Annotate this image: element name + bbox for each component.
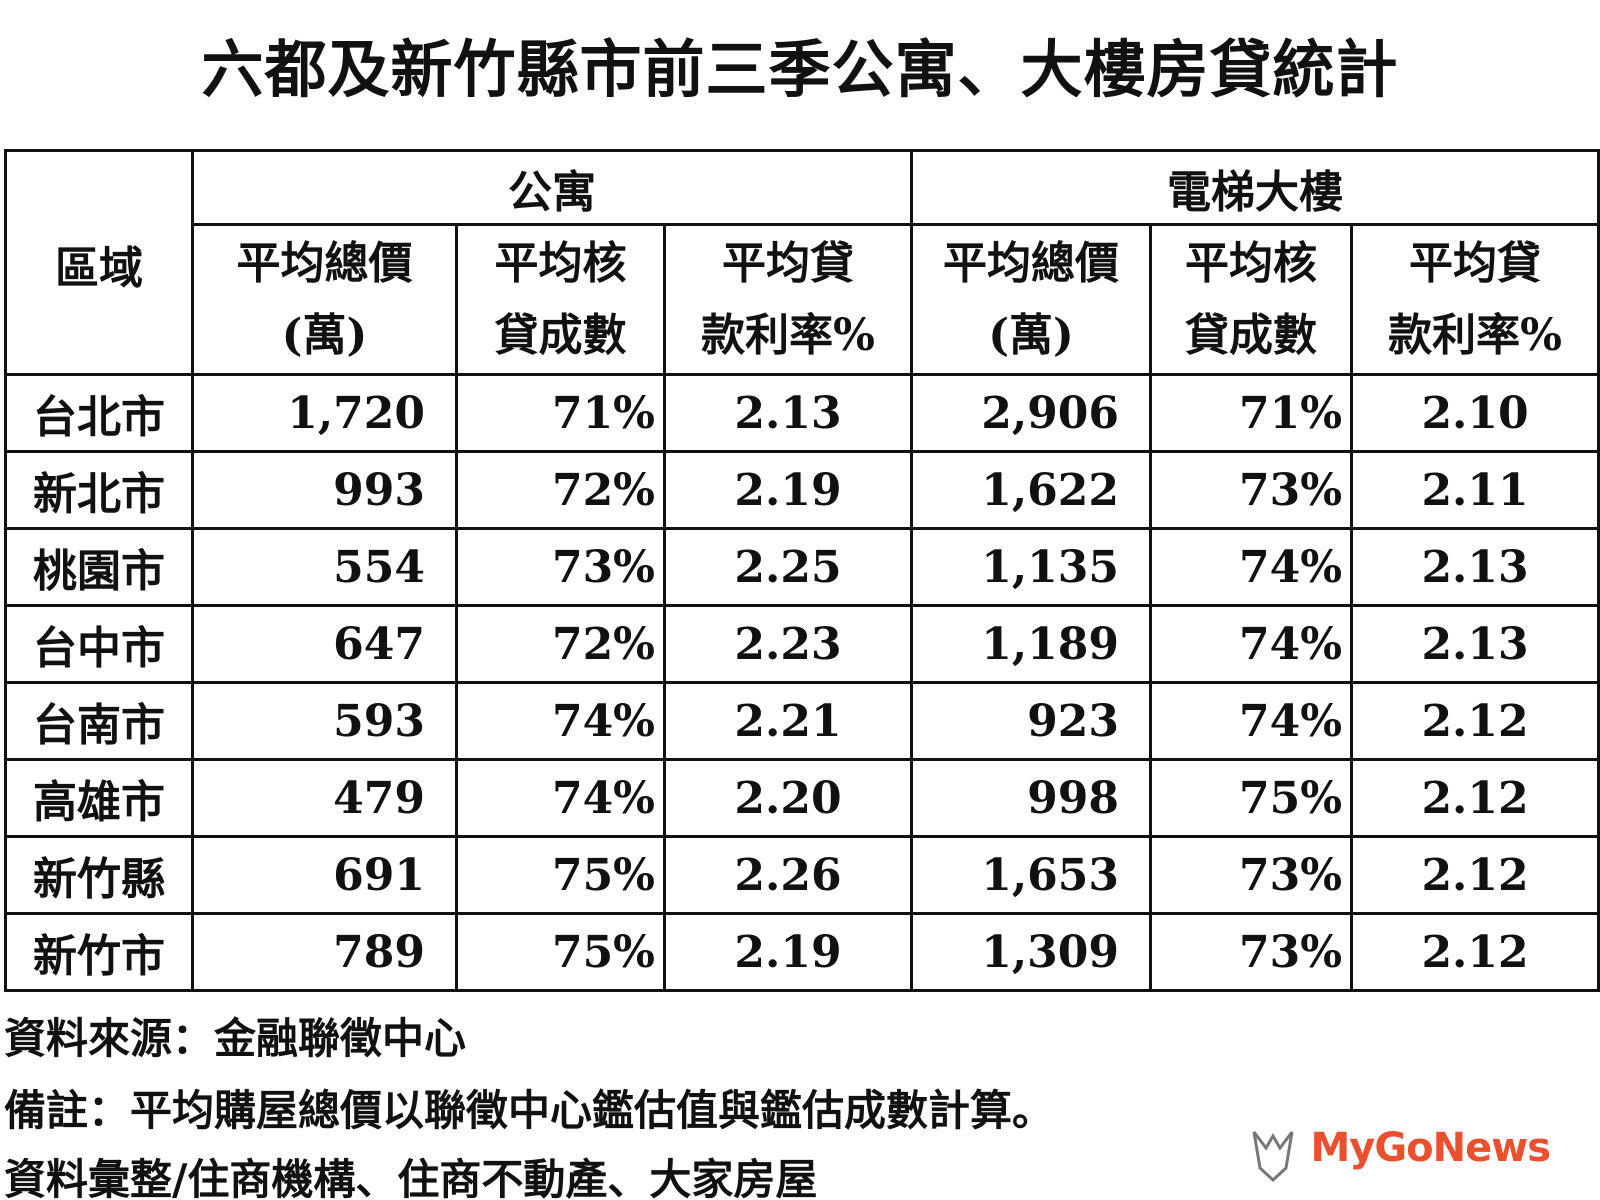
column-header: 平均核 貸成數 [1149, 223, 1354, 376]
table-body: 區域 公寓 電梯大樓 平均總價 (萬) 平均核 貸成數 平均貸 款利率% 平均總價 (萬) 平均… [4, 149, 1600, 992]
data-row: 台中市 647 72% 2.23 1,189 74% 2.13 [4, 604, 1600, 684]
compiled-note: 資料彙整/住商機構、住商不動產、大家房屋 [4, 1155, 818, 1200]
region-cell: 新北市 [4, 450, 194, 530]
value-cell: 72% [455, 450, 666, 530]
data-row: 新北市 993 72% 2.19 1,622 73% 2.11 [4, 450, 1600, 530]
column-header: 平均貸款利率% [662, 223, 914, 376]
data-table: 區域 公寓 電梯大樓 平均總價 (萬) 平均核 貸成數 平均貸 款利率% 平均總價 (萬) 平均… [4, 149, 1600, 992]
value-cell: 74% [1149, 604, 1354, 684]
data-row: 高雄市 479 74% 2.20 998 75% 2.12 [4, 758, 1600, 838]
value-cell: 2.11 [1350, 450, 1600, 530]
value-cell: 74% [1149, 527, 1354, 607]
column-header-line: 貸成數 [494, 309, 627, 361]
value-cell: 75% [1149, 758, 1354, 838]
subheader-row: 平均總價 (萬) 平均核 貸成數 平均貸 款利率% 平均總價 (萬) 平均核 貸成數 平均貸 款利率% [6, 223, 1600, 376]
value-cell: 2.12 [1350, 912, 1600, 992]
value-cell: 1,135 [910, 527, 1153, 607]
region-cell: 高雄市 [4, 758, 194, 838]
data-row: 台北市 1,720 71% 2.13 2,906 71% 2.10 [4, 373, 1600, 453]
region-cell: 新竹市 [4, 912, 194, 992]
column-header-line: (萬) [281, 309, 368, 361]
region-cell: 桃園市 [4, 527, 194, 607]
remark-note: 備註：平均購屋總價以聯徵中心鑑估值與鑑估成數計算。 [4, 1086, 1055, 1135]
group-header: 公寓 [190, 149, 914, 226]
region-cell: 台中市 [4, 604, 194, 684]
value-cell: 2.19 [662, 450, 914, 530]
value-cell: 1,622 [910, 450, 1153, 530]
region-cell: 台南市 [4, 681, 194, 761]
value-cell: 2,906 [910, 373, 1153, 453]
value-cell: 1,653 [910, 835, 1153, 915]
value-cell: 593 [191, 681, 458, 761]
value-cell: 74% [455, 681, 666, 761]
source-note: 資料來源：金融聯徵中心 [4, 1014, 467, 1063]
value-cell: 73% [1149, 450, 1354, 530]
value-cell: 691 [191, 835, 458, 915]
data-row: 新竹縣 691 75% 2.26 1,653 73% 2.12 [4, 835, 1600, 915]
logo: MyGoNews [1310, 1125, 1551, 1171]
column-header-line: 平均核 [1185, 237, 1318, 289]
column-header: 平均貸款利率% [1350, 223, 1600, 376]
value-cell: 2.13 [1350, 604, 1600, 684]
data-row: 桃園市 554 73% 2.25 1,135 74% 2.13 [4, 527, 1600, 607]
value-cell: 73% [1149, 835, 1354, 915]
value-cell: 923 [910, 681, 1153, 761]
column-header-line: 平均貸 [1409, 237, 1542, 289]
header-row: 區域 公寓 電梯大樓 [4, 149, 1600, 376]
column-header-line: 款利率% [701, 309, 875, 361]
value-cell: 2.21 [662, 681, 914, 761]
value-cell: 71% [1149, 373, 1354, 453]
column-header: 平均總價 (萬) [191, 223, 458, 376]
value-cell: 479 [191, 758, 458, 838]
value-cell: 72% [455, 604, 666, 684]
region-header: 區域 [4, 149, 194, 376]
column-header-line: 平均總價 [236, 237, 413, 289]
region-cell: 新竹縣 [4, 835, 194, 915]
value-cell: 73% [455, 527, 666, 607]
column-header-line: 貸成數 [1185, 309, 1318, 361]
column-header: 平均核 貸成數 [455, 223, 666, 376]
value-cell: 71% [455, 373, 666, 453]
value-cell: 2.13 [1350, 527, 1600, 607]
value-cell: 1,189 [910, 604, 1153, 684]
column-header: 平均總價 (萬) [910, 223, 1153, 376]
value-cell: 2.12 [1350, 835, 1600, 915]
title: 六都及新竹縣市前三季公寓、大樓房貸統計 [201, 33, 1399, 106]
logo-icon [1252, 1131, 1294, 1183]
column-header-line: 平均核 [494, 237, 627, 289]
value-cell: 554 [191, 527, 458, 607]
value-cell: 2.26 [662, 835, 914, 915]
column-header-line: 款利率% [1388, 309, 1562, 361]
value-cell: 2.19 [662, 912, 914, 992]
column-header-line: (萬) [988, 309, 1074, 361]
value-cell: 2.10 [1350, 373, 1600, 453]
value-cell: 2.25 [662, 527, 914, 607]
value-cell: 2.23 [662, 604, 914, 684]
value-cell: 998 [910, 758, 1153, 838]
value-cell: 647 [191, 604, 458, 684]
data-row: 新竹市 789 75% 2.19 1,309 73% 2.12 [4, 912, 1600, 992]
value-cell: 993 [191, 450, 458, 530]
value-cell: 2.13 [662, 373, 914, 453]
value-cell: 74% [455, 758, 666, 838]
column-header-line: 平均總價 [943, 237, 1120, 289]
value-cell: 74% [1149, 681, 1354, 761]
value-cell: 2.12 [1350, 758, 1600, 838]
data-row: 台南市 593 74% 2.21 923 74% 2.12 [4, 681, 1600, 761]
region-cell: 台北市 [4, 373, 194, 453]
value-cell: 2.12 [1350, 681, 1600, 761]
value-cell: 75% [455, 912, 666, 992]
group-header: 電梯大樓 [910, 149, 1600, 226]
value-cell: 75% [455, 835, 666, 915]
value-cell: 1,720 [191, 373, 458, 453]
column-header-line: 平均貸 [722, 237, 854, 289]
value-cell: 789 [191, 912, 458, 992]
value-cell: 1,309 [910, 912, 1153, 992]
value-cell: 73% [1149, 912, 1354, 992]
value-cell: 2.20 [662, 758, 914, 838]
